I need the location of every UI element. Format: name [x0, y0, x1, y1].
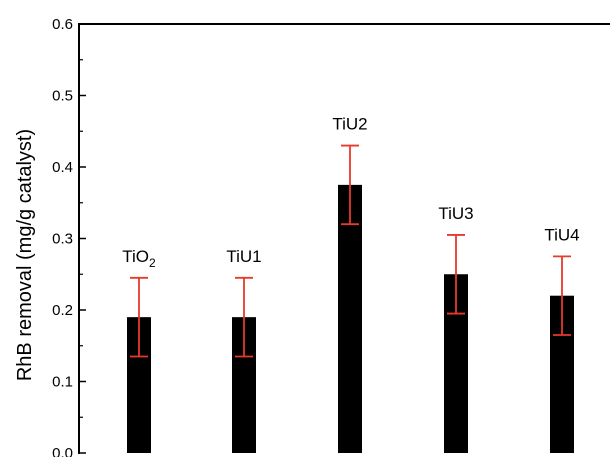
- error-bars: [130, 144, 571, 358]
- y-tick-label: 0.0: [52, 445, 73, 457]
- bar-labels: TiO2 TiU1 TiU2 TiU3 TiU4: [122, 115, 579, 270]
- y-axis: 0.0 0.1 0.2 0.3 0.4 0.5 0.6: [52, 16, 610, 457]
- bar-category-label: TiU1: [226, 247, 261, 266]
- bar-category-label: TiU2: [332, 115, 367, 134]
- y-tick-label: 0.5: [52, 88, 73, 105]
- bars: [127, 184, 574, 453]
- y-tick-label: 0.4: [52, 159, 73, 176]
- y-tick-label: 0.1: [52, 374, 73, 391]
- y-axis-title: RhB removal (mg/g catalyst): [14, 129, 36, 381]
- bar-category-label: TiO2: [122, 247, 156, 270]
- y-tick-label: 0.2: [52, 302, 73, 319]
- bar-category-label: TiU3: [438, 204, 473, 223]
- bar: [338, 184, 362, 453]
- y-tick-label: 0.6: [52, 16, 73, 33]
- y-tick-label: 0.3: [52, 231, 73, 248]
- bar-category-label: TiU4: [544, 225, 579, 244]
